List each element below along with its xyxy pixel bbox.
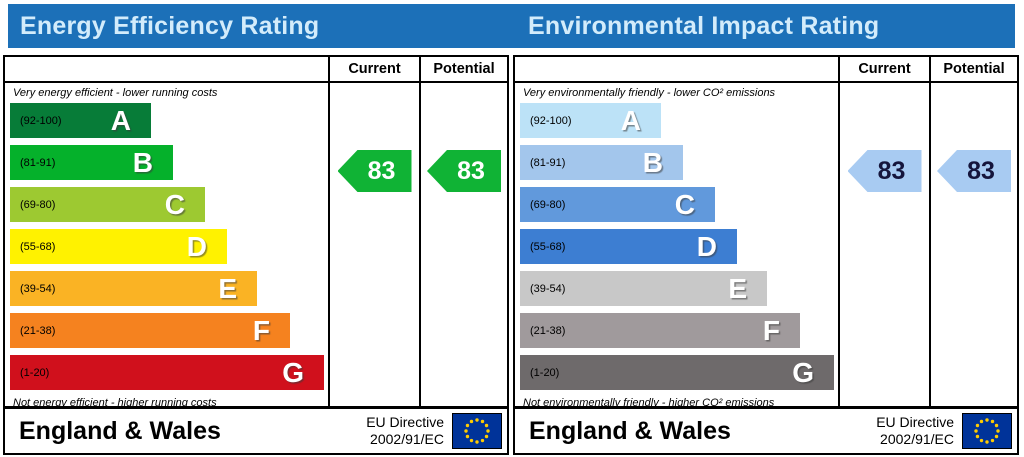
band-b: (81-91) B — [10, 145, 173, 180]
band-letter: A — [110, 104, 131, 136]
panel-footer: England & Wales EU Directive 2002/91/EC — [515, 406, 1017, 453]
band-letter: C — [164, 188, 185, 220]
potential-rating-arrow: 83 — [427, 150, 501, 192]
band-a: (92-100) A — [10, 103, 151, 138]
current-column-header: Current — [328, 57, 419, 81]
band-range: (81-91) — [530, 156, 566, 169]
band-e: (39-54) E — [10, 271, 257, 306]
band-range: (69-80) — [20, 198, 56, 211]
rating-scale-body: Very environmentally friendly - lower CO… — [515, 83, 1017, 406]
column-header-row: Current Potential — [515, 57, 1017, 83]
band-letter: C — [674, 188, 695, 220]
band-c: (69-80) C — [520, 187, 715, 222]
band-range: (92-100) — [20, 114, 62, 127]
band-f: (21-38) F — [10, 313, 290, 348]
rating-bands-area: Very environmentally friendly - lower CO… — [515, 83, 838, 406]
potential-column-header: Potential — [929, 57, 1017, 81]
potential-rating-arrow: 83 — [937, 150, 1011, 192]
band-range: (1-20) — [530, 366, 560, 379]
current-rating-arrow: 83 — [337, 150, 412, 192]
band-a: (92-100) A — [520, 103, 661, 138]
band-range: (55-68) — [20, 240, 56, 253]
region-label: England & Wales — [529, 416, 731, 445]
current-column-header: Current — [838, 57, 929, 81]
band-range: (1-20) — [20, 366, 50, 379]
eu-flag-icon — [962, 413, 1012, 449]
bottom-caption: Not environmentally friendly - higher CO… — [523, 397, 775, 406]
band-e: (39-54) E — [520, 271, 767, 306]
band-b: (81-91) B — [520, 145, 683, 180]
current-rating-cell: 83 — [838, 83, 929, 406]
potential-rating-cell: 83 — [419, 83, 507, 406]
band-letter: F — [252, 314, 270, 346]
region-label: England & Wales — [19, 416, 221, 445]
environmental-impact-panel: Current Potential Very environmentally f… — [513, 55, 1019, 455]
eu-directive-line1: EU Directive — [876, 414, 954, 431]
band-letter: F — [762, 314, 780, 346]
band-f: (21-38) F — [520, 313, 800, 348]
eu-directive-line2: 2002/91/EC — [370, 431, 444, 447]
band-range: (92-100) — [530, 114, 572, 127]
band-range: (55-68) — [530, 240, 566, 253]
band-range: (39-54) — [530, 282, 566, 295]
band-letter: B — [132, 146, 153, 178]
band-range: (69-80) — [530, 198, 566, 211]
environmental-impact-title: Environmental Impact Rating — [528, 12, 880, 40]
energy-efficiency-title: Energy Efficiency Rating — [20, 12, 320, 40]
band-g: (1-20) G — [10, 355, 324, 390]
top-caption: Very environmentally friendly - lower CO… — [523, 87, 776, 99]
bars-header-spacer — [5, 57, 328, 81]
bars-header-spacer — [515, 57, 838, 81]
band-g: (1-20) G — [520, 355, 834, 390]
band-c: (69-80) C — [10, 187, 205, 222]
rating-scale-body: Very energy efficient - lower running co… — [5, 83, 507, 406]
band-letter: A — [620, 104, 641, 136]
top-caption: Very energy efficient - lower running co… — [13, 87, 218, 99]
bottom-caption: Not energy efficient - higher running co… — [13, 397, 217, 406]
potential-rating-cell: 83 — [929, 83, 1017, 406]
eu-flag-icon — [452, 413, 502, 449]
eu-directive-label: EU Directive 2002/91/EC — [366, 414, 444, 448]
band-letter: D — [696, 230, 717, 262]
band-letter: E — [728, 272, 747, 304]
band-range: (39-54) — [20, 282, 56, 295]
band-letter: G — [792, 356, 814, 388]
band-letter: B — [642, 146, 663, 178]
panel-footer: England & Wales EU Directive 2002/91/EC — [5, 406, 507, 453]
band-letter: D — [186, 230, 207, 262]
band-letter: G — [282, 356, 304, 388]
band-letter: E — [218, 272, 237, 304]
current-rating-arrow: 83 — [847, 150, 922, 192]
column-header-row: Current Potential — [5, 57, 507, 83]
band-d: (55-68) D — [10, 229, 227, 264]
eu-directive-line2: 2002/91/EC — [880, 431, 954, 447]
energy-efficiency-panel: Current Potential Very energy efficient … — [3, 55, 509, 455]
eu-directive-line1: EU Directive — [366, 414, 444, 431]
rating-bands-area: Very energy efficient - lower running co… — [5, 83, 328, 406]
potential-column-header: Potential — [419, 57, 507, 81]
eu-directive-label: EU Directive 2002/91/EC — [876, 414, 954, 448]
band-range: (21-38) — [20, 324, 56, 337]
band-range: (81-91) — [20, 156, 56, 169]
band-range: (21-38) — [530, 324, 566, 337]
current-rating-cell: 83 — [328, 83, 419, 406]
band-d: (55-68) D — [520, 229, 737, 264]
title-banner: Energy Efficiency Rating Environmental I… — [8, 4, 1015, 48]
